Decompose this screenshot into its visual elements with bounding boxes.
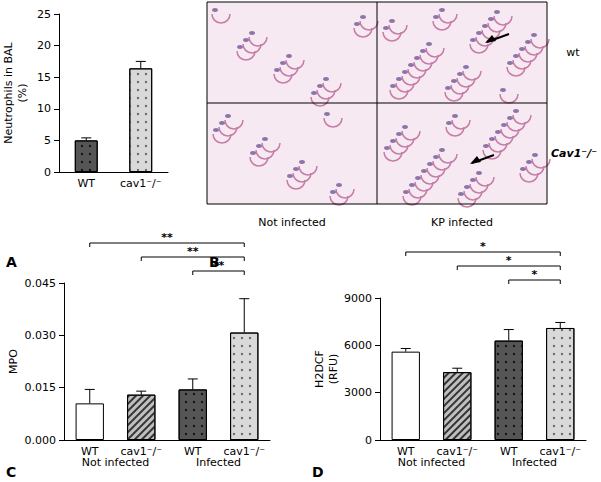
svg-text:**: ** [187, 245, 199, 258]
svg-text:WT: WT [396, 445, 415, 458]
svg-text:cav1⁻/⁻: cav1⁻/⁻ [120, 445, 163, 458]
svg-text:6000: 6000 [344, 339, 372, 352]
svg-text:WT: WT [183, 445, 202, 458]
svg-text:*: * [506, 254, 512, 267]
svg-text:*: * [480, 240, 486, 253]
svg-text:MPO: MPO [7, 349, 20, 374]
svg-text:C: C [6, 464, 16, 480]
svg-text:cav1⁻/⁻: cav1⁻/⁻ [436, 445, 479, 458]
svg-text:Cav1⁻/⁻: Cav1⁻/⁻ [551, 147, 597, 160]
svg-text:15: 15 [37, 71, 51, 84]
svg-text:0: 0 [44, 166, 51, 179]
svg-text:0: 0 [365, 434, 372, 447]
svg-text:WT: WT [80, 445, 99, 458]
svg-text:H2DCF: H2DCF [313, 350, 326, 388]
svg-text:(%): (%) [16, 83, 29, 102]
svg-text:Infected: Infected [512, 456, 557, 469]
svg-text:0.045: 0.045 [25, 277, 57, 290]
svg-text:Not infected: Not infected [398, 456, 466, 469]
svg-text:Not infected: Not infected [258, 216, 326, 229]
svg-text:A: A [6, 254, 17, 270]
svg-text:Not infected: Not infected [82, 456, 150, 469]
svg-text:KP infected: KP infected [431, 216, 493, 229]
svg-text:WT: WT [77, 177, 95, 190]
svg-text:Infected: Infected [196, 456, 241, 469]
svg-text:cav1⁻/⁻: cav1⁻/⁻ [223, 445, 266, 458]
svg-text:10: 10 [37, 102, 51, 115]
svg-text:D: D [312, 464, 324, 480]
svg-text:0.015: 0.015 [25, 381, 57, 394]
svg-text:5: 5 [44, 134, 51, 147]
svg-text:0.030: 0.030 [25, 329, 57, 342]
svg-text:wt: wt [566, 46, 580, 59]
svg-text:20: 20 [37, 39, 51, 52]
svg-text:cav1⁻/⁻: cav1⁻/⁻ [120, 177, 162, 190]
svg-text:3000: 3000 [344, 386, 372, 399]
svg-text:cav1⁻/⁻: cav1⁻/⁻ [539, 445, 582, 458]
svg-text:9000: 9000 [344, 292, 372, 305]
svg-text:B: B [209, 254, 220, 270]
svg-text:25: 25 [37, 8, 51, 21]
svg-text:Neutrophils in BAL: Neutrophils in BAL [2, 41, 15, 143]
svg-text:*: * [532, 268, 538, 281]
svg-text:(RFU): (RFU) [327, 354, 340, 385]
svg-text:WT: WT [499, 445, 518, 458]
svg-text:0.000: 0.000 [25, 434, 57, 447]
svg-text:**: ** [161, 231, 173, 244]
